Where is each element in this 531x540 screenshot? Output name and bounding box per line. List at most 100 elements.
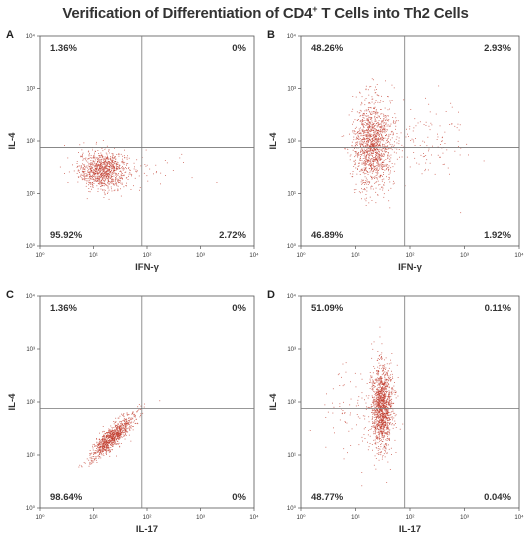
- event-dot: [139, 187, 141, 188]
- event-dot: [370, 160, 372, 162]
- event-dot: [372, 171, 374, 173]
- event-dot: [356, 414, 358, 415]
- event-dot: [381, 414, 383, 416]
- event-dot: [342, 385, 344, 387]
- event-dot: [110, 186, 112, 188]
- event-dot: [386, 414, 388, 416]
- event-dot: [380, 126, 382, 127]
- event-dot: [98, 182, 100, 184]
- event-dot: [113, 170, 115, 172]
- event-dot: [374, 143, 376, 144]
- event-dot: [369, 372, 371, 373]
- event-dot: [85, 173, 87, 174]
- event-dot: [385, 418, 387, 420]
- event-dot: [94, 177, 96, 178]
- event-dot: [382, 395, 384, 396]
- event-dot: [111, 449, 113, 450]
- event-dot: [125, 167, 126, 168]
- event-dot: [387, 412, 389, 413]
- event-dot: [380, 163, 382, 165]
- event-dot: [381, 443, 383, 445]
- event-dot: [371, 158, 373, 160]
- event-dot: [100, 188, 102, 190]
- event-dot: [360, 169, 362, 171]
- event-dot: [380, 426, 382, 428]
- event-dot: [104, 148, 106, 150]
- event-dot: [383, 178, 385, 180]
- event-dot: [371, 200, 373, 201]
- event-dot: [379, 142, 381, 144]
- event-dot: [377, 396, 379, 398]
- event-dot: [380, 433, 382, 435]
- event-dot: [115, 169, 117, 171]
- event-dot: [384, 382, 386, 383]
- event-dot: [388, 173, 390, 175]
- event-dot: [388, 390, 390, 392]
- event-dot: [126, 413, 128, 415]
- event-dot: [379, 380, 381, 382]
- event-dot: [114, 166, 116, 168]
- event-dot: [90, 463, 92, 465]
- event-dot: [87, 151, 89, 153]
- event-dot: [384, 396, 385, 397]
- event-dot: [118, 427, 120, 428]
- event-dot: [102, 443, 104, 445]
- event-dot: [95, 157, 97, 159]
- event-dot: [98, 178, 99, 180]
- event-dot: [102, 453, 104, 455]
- event-dot: [376, 397, 378, 399]
- event-dot: [107, 193, 108, 194]
- event-dot: [115, 442, 116, 444]
- event-dot: [101, 454, 103, 456]
- event-dot: [359, 152, 361, 153]
- event-dot: [362, 415, 364, 417]
- event-dot: [360, 134, 362, 136]
- event-dot: [405, 136, 407, 138]
- event-dot: [383, 426, 385, 428]
- event-dot: [376, 381, 377, 383]
- event-dot: [377, 359, 379, 361]
- event-dot: [375, 426, 376, 428]
- event-dot: [393, 417, 395, 419]
- event-dot: [110, 156, 112, 157]
- event-dot: [85, 178, 87, 179]
- event-dot: [92, 456, 94, 458]
- event-dot: [111, 442, 113, 444]
- y-axis-label: IL-4: [268, 393, 279, 411]
- event-dot: [381, 378, 382, 379]
- event-dot: [377, 169, 379, 171]
- event-dot: [374, 176, 376, 178]
- event-dot: [374, 400, 376, 401]
- event-dot: [96, 169, 97, 170]
- y-tick-label: 10⁴: [287, 33, 297, 40]
- event-dot: [374, 145, 376, 146]
- event-dot: [98, 442, 100, 444]
- event-dot: [120, 427, 122, 429]
- quadrant-lower-right: 1.92%: [484, 230, 511, 241]
- event-dot: [379, 417, 380, 418]
- event-dot: [386, 433, 387, 435]
- event-dot: [372, 153, 374, 154]
- event-dot: [378, 395, 380, 397]
- event-dot: [124, 429, 126, 430]
- event-dot: [115, 431, 117, 433]
- event-dot: [354, 162, 356, 164]
- event-dot: [376, 370, 378, 372]
- event-dot: [356, 137, 358, 139]
- event-dot: [380, 410, 382, 412]
- event-dot: [378, 411, 380, 413]
- event-dot: [108, 189, 110, 191]
- event-dot: [371, 96, 373, 98]
- event-dot: [371, 177, 372, 178]
- event-dot: [380, 100, 382, 102]
- event-dot: [360, 132, 362, 134]
- event-dot: [105, 177, 107, 179]
- event-dot: [99, 165, 101, 167]
- event-dot: [94, 167, 96, 169]
- event-dot: [106, 449, 108, 451]
- event-dot: [371, 164, 372, 165]
- event-dot: [373, 170, 375, 171]
- event-dot: [424, 141, 425, 143]
- event-dot: [118, 153, 120, 155]
- event-dot: [114, 428, 116, 430]
